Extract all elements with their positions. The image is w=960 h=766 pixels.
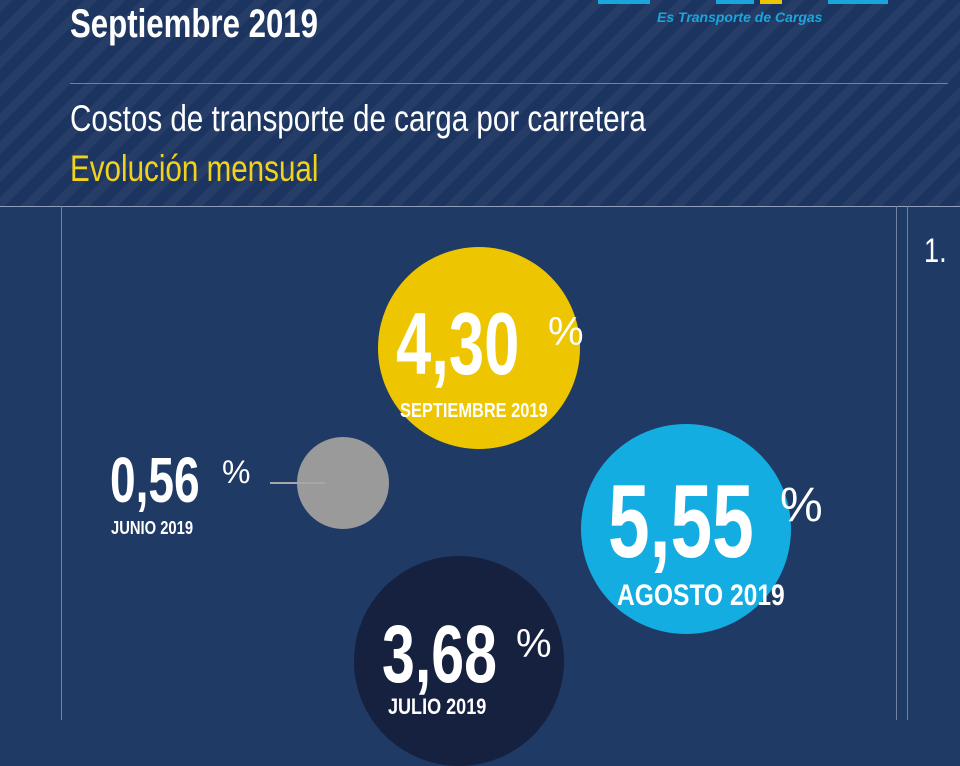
page-title: Septiembre 2019 — [70, 2, 319, 46]
subtitle-secondary: Evolución mensual — [70, 148, 319, 189]
june-percent-sign: % — [222, 454, 251, 490]
august-bubble — [581, 424, 791, 634]
september-label: SEPTIEMBRE 2019 — [400, 400, 548, 422]
june-label: JUNIO 2019 — [111, 518, 194, 538]
subtitle: Costos de transporte de carga por carret… — [70, 98, 646, 139]
august-value: 5,55 — [608, 464, 754, 580]
logo-tagline: Es Transporte de Cargas — [657, 9, 823, 25]
july-label: JULIO 2019 — [388, 694, 487, 719]
august-label: AGOSTO 2019 — [617, 579, 785, 612]
june-connector-line — [270, 482, 325, 484]
july-percent-sign: % — [516, 622, 552, 666]
june-value: 0,56 — [110, 444, 200, 516]
header-banner: Es Transporte de Cargas Septiembre 2019 … — [0, 0, 960, 207]
august-percent-sign: % — [780, 479, 823, 532]
side-divider — [907, 206, 908, 720]
logo-bars — [598, 0, 888, 6]
july-value: 3,68 — [382, 609, 497, 700]
september-value: 4,30 — [396, 294, 520, 393]
content-panel — [61, 206, 897, 720]
header-divider — [70, 83, 948, 84]
september-bubble — [378, 247, 580, 449]
september-percent-sign: % — [548, 310, 584, 354]
side-number: 1. — [924, 232, 947, 270]
